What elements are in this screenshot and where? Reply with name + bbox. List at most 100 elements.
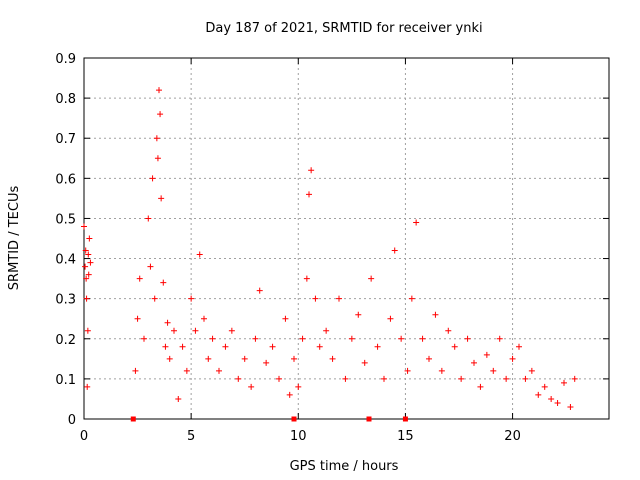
y-tick-label: 0.9 <box>55 52 76 67</box>
data-point <box>252 335 259 342</box>
data-point <box>153 135 160 142</box>
data-point <box>248 383 255 390</box>
x-tick-label: 20 <box>504 429 521 444</box>
data-point <box>408 295 415 302</box>
data-point <box>471 359 477 366</box>
data-point <box>477 383 484 390</box>
data-point <box>196 251 203 258</box>
data-point <box>85 271 92 278</box>
data-point <box>134 315 141 322</box>
data-point <box>312 295 319 302</box>
data-point <box>295 383 302 390</box>
data-point <box>361 359 368 366</box>
data-point <box>398 335 405 342</box>
data-point <box>535 391 542 398</box>
data-point <box>269 343 276 350</box>
data-point <box>183 367 190 374</box>
data-point <box>548 395 555 402</box>
data-point <box>86 235 93 242</box>
data-point <box>387 315 394 322</box>
data-point <box>426 355 432 362</box>
data-point <box>381 375 387 382</box>
y-tick-label: 0 <box>68 413 76 428</box>
data-point <box>458 375 465 382</box>
data-point <box>391 247 398 254</box>
y-tick-label: 0.1 <box>55 373 76 388</box>
y-tick-label: 0.2 <box>55 333 76 348</box>
data-point <box>571 375 578 382</box>
data-point <box>483 351 490 358</box>
data-point <box>241 355 248 362</box>
data-point <box>179 343 186 350</box>
data-point <box>84 383 91 390</box>
data-point <box>160 279 167 286</box>
data-point <box>286 391 293 398</box>
outage-markers <box>130 416 408 422</box>
data-point <box>528 367 535 374</box>
data-point <box>516 343 522 350</box>
data-point <box>145 215 152 222</box>
data-point <box>82 247 89 254</box>
data-point <box>374 343 381 350</box>
data-point <box>451 343 458 350</box>
data-point <box>522 375 529 382</box>
x-tick-label: 0 <box>80 429 88 444</box>
data-point <box>132 367 139 374</box>
data-point <box>308 167 315 174</box>
data-point <box>156 87 162 94</box>
data-point <box>147 263 154 270</box>
data-point <box>141 335 147 342</box>
y-tick-label: 0.6 <box>55 172 76 187</box>
data-point <box>222 343 229 350</box>
data-point <box>303 275 310 282</box>
data-point <box>496 335 503 342</box>
y-tick-label: 0.8 <box>55 92 76 107</box>
x-tick-label: 15 <box>397 429 414 444</box>
data-point <box>209 335 216 342</box>
grid-lines <box>84 58 609 419</box>
y-tick-label: 0.5 <box>55 212 76 227</box>
data-point <box>404 367 411 374</box>
plot-frame <box>83 57 610 420</box>
data-point <box>316 343 323 350</box>
outage-marker <box>130 416 136 422</box>
outage-marker <box>366 416 372 422</box>
data-point <box>299 335 306 342</box>
outage-marker <box>402 416 408 422</box>
data-point <box>438 367 445 374</box>
data-point <box>154 155 161 162</box>
data-point <box>85 251 92 258</box>
data-point <box>82 263 89 270</box>
data-point <box>567 403 574 410</box>
data-point <box>205 355 212 362</box>
data-point <box>445 327 452 334</box>
data-point <box>419 335 426 342</box>
data-point <box>166 355 173 362</box>
data-point <box>81 223 87 230</box>
data-point <box>490 367 497 374</box>
data-point <box>83 275 90 282</box>
x-axis-label: GPS time / hours <box>290 459 399 474</box>
data-point <box>554 399 561 406</box>
data-point <box>282 315 289 322</box>
data-point <box>87 259 94 266</box>
data-point <box>136 275 143 282</box>
data-point <box>306 191 312 198</box>
data-point <box>323 327 330 334</box>
data-points <box>81 87 578 410</box>
data-point <box>235 375 242 382</box>
data-point <box>342 375 349 382</box>
y-tick-label: 0.3 <box>55 293 76 308</box>
data-point <box>291 355 297 362</box>
data-point <box>149 175 156 182</box>
outage-marker <box>291 416 297 422</box>
data-point <box>157 111 164 118</box>
data-point <box>348 335 355 342</box>
data-point <box>561 379 567 386</box>
x-tick-label: 5 <box>187 429 195 444</box>
data-point <box>84 327 91 334</box>
data-point <box>263 359 270 366</box>
data-point <box>329 355 336 362</box>
data-point <box>192 327 199 334</box>
